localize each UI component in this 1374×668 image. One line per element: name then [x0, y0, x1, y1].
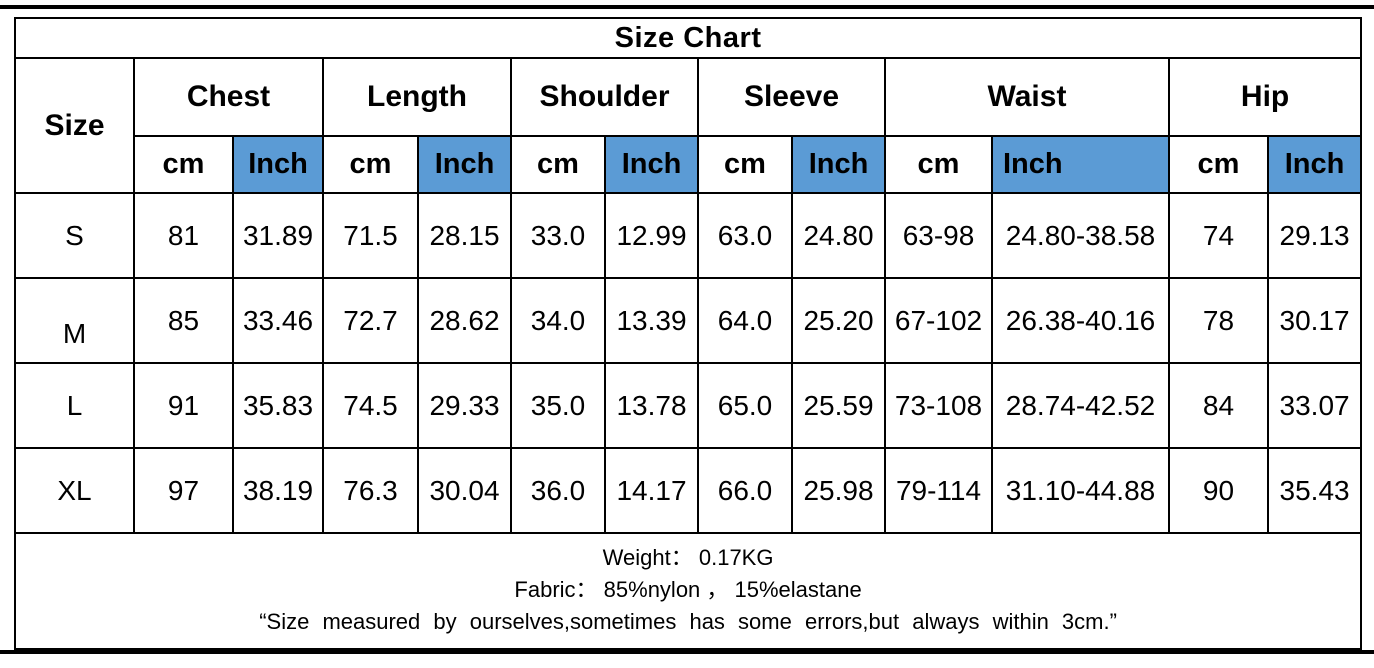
column-header-shoulder: Shoulder [510, 57, 699, 137]
unit-header-sleeve-inch: Inch [791, 135, 886, 194]
column-header-hip: Hip [1167, 57, 1363, 137]
value-cell: 90 [1168, 447, 1269, 534]
value-cell: 38.19 [232, 447, 324, 534]
value-cell: 73-108 [884, 362, 993, 449]
footer-notes: Weight： 0.17KG Fabric： 85%nylon ， 15%ela… [13, 532, 1363, 650]
value-cell: 65.0 [697, 362, 793, 449]
size-label: L [14, 362, 135, 449]
value-cell: 85 [133, 277, 234, 364]
unit-header-shoulder-cm: cm [510, 135, 606, 194]
value-cell: 72.7 [322, 277, 419, 364]
value-cell: 30.04 [417, 447, 512, 534]
value-cell: 74.5 [322, 362, 419, 449]
table-row: L 91 35.83 74.5 29.33 35.0 13.78 65.0 25.59 73-10… [14, 362, 1363, 449]
value-cell: 35.83 [232, 362, 324, 449]
table-row: S 81 31.89 71.5 28.15 33.0 12.99 63.0 24.80 63-98… [14, 192, 1363, 279]
value-cell: 35.43 [1266, 447, 1363, 534]
unit-header-chest-cm: cm [133, 135, 234, 194]
group-header-row: Size Chest Length Shoulder Sleeve Waist … [14, 57, 1363, 194]
footer-row: Weight： 0.17KG Fabric： 85%nylon ， 15%ela… [13, 532, 1363, 650]
value-cell: 91 [133, 362, 234, 449]
unit-header-hip-inch: Inch [1266, 135, 1363, 194]
size-label: M [14, 277, 135, 364]
value-cell: 78 [1168, 277, 1269, 364]
top-divider-rule [0, 5, 1374, 9]
table-row: M 85 33.46 72.7 28.62 34.0 13.39 64.0 25.20 67-10… [14, 277, 1363, 364]
value-cell: 97 [133, 447, 234, 534]
title-row: Size Chart [13, 17, 1363, 59]
value-cell: 28.74-42.52 [991, 362, 1170, 449]
value-cell: 31.89 [232, 192, 324, 279]
value-cell: 84 [1168, 362, 1269, 449]
unit-header-hip-cm: cm [1168, 135, 1269, 194]
value-cell: 33.0 [510, 192, 606, 279]
page-title: Size Chart [13, 17, 1363, 59]
column-header-chest: Chest [133, 57, 324, 137]
value-cell: 76.3 [322, 447, 419, 534]
value-cell: 71.5 [322, 192, 419, 279]
value-cell: 63-98 [884, 192, 993, 279]
value-cell: 25.59 [791, 362, 886, 449]
value-cell: 64.0 [697, 277, 793, 364]
size-label: XL [14, 447, 135, 534]
value-cell: 14.17 [604, 447, 699, 534]
bottom-divider-rule [0, 650, 1374, 654]
value-cell: 63.0 [697, 192, 793, 279]
column-header-sleeve: Sleeve [697, 57, 886, 137]
value-cell: 33.46 [232, 277, 324, 364]
unit-header-length-inch: Inch [417, 135, 512, 194]
size-label: S [14, 192, 135, 279]
unit-header-chest-inch: Inch [232, 135, 324, 194]
table-row: XL 97 38.19 76.3 30.04 36.0 14.17 66.0 25.98 79-1… [14, 447, 1363, 534]
unit-header-shoulder-inch: Inch [604, 135, 699, 194]
table-body: S 81 31.89 71.5 28.15 33.0 12.99 63.0 24.80 63-98… [14, 192, 1363, 534]
value-cell: 28.62 [417, 277, 512, 364]
fabric-note: Fabric： 85%nylon ， 15%elastane [514, 577, 862, 602]
value-cell: 33.07 [1266, 362, 1363, 449]
value-cell: 81 [133, 192, 234, 279]
column-header-size: Size [14, 57, 135, 194]
value-cell: 34.0 [510, 277, 606, 364]
value-cell: 79-114 [884, 447, 993, 534]
value-cell: 28.15 [417, 192, 512, 279]
unit-header-waist-inch: Inch [991, 135, 1170, 194]
size-chart-table: Size Chart Size Chest Length Shoulder Sl… [13, 17, 1363, 650]
value-cell: 36.0 [510, 447, 606, 534]
value-cell: 13.78 [604, 362, 699, 449]
value-cell: 25.20 [791, 277, 886, 364]
unit-header-sleeve-cm: cm [697, 135, 793, 194]
value-cell: 24.80-38.58 [991, 192, 1170, 279]
unit-header-waist-cm: cm [884, 135, 993, 194]
value-cell: 12.99 [604, 192, 699, 279]
value-cell: 29.33 [417, 362, 512, 449]
value-cell: 74 [1168, 192, 1269, 279]
value-cell: 26.38-40.16 [991, 277, 1170, 364]
unit-header-length-cm: cm [322, 135, 419, 194]
value-cell: 24.80 [791, 192, 886, 279]
value-cell: 67-102 [884, 277, 993, 364]
column-header-length: Length [322, 57, 512, 137]
value-cell: 35.0 [510, 362, 606, 449]
disclaimer-note: “Size measured by ourselves,sometimes ha… [259, 609, 1117, 634]
weight-note: Weight： 0.17KG [602, 545, 774, 570]
value-cell: 13.39 [604, 277, 699, 364]
unit-header-row: cm Inch cm Inch cm Inch cm Inch cm Inch … [15, 135, 1363, 194]
value-cell: 66.0 [697, 447, 793, 534]
value-cell: 29.13 [1266, 192, 1363, 279]
value-cell: 30.17 [1266, 277, 1363, 364]
column-header-waist: Waist [884, 57, 1170, 137]
value-cell: 25.98 [791, 447, 886, 534]
value-cell: 31.10-44.88 [991, 447, 1170, 534]
